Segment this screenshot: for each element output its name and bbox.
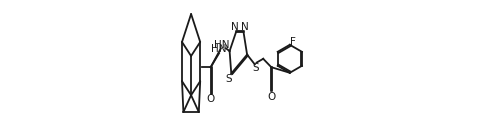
Text: N: N [241, 22, 249, 32]
Text: S: S [226, 74, 232, 84]
Text: HN: HN [214, 40, 229, 50]
Text: N: N [231, 22, 238, 32]
Text: O: O [207, 94, 215, 104]
Text: O: O [267, 92, 275, 102]
Text: F: F [290, 37, 296, 47]
Text: HN: HN [211, 44, 226, 54]
Text: S: S [252, 63, 259, 73]
